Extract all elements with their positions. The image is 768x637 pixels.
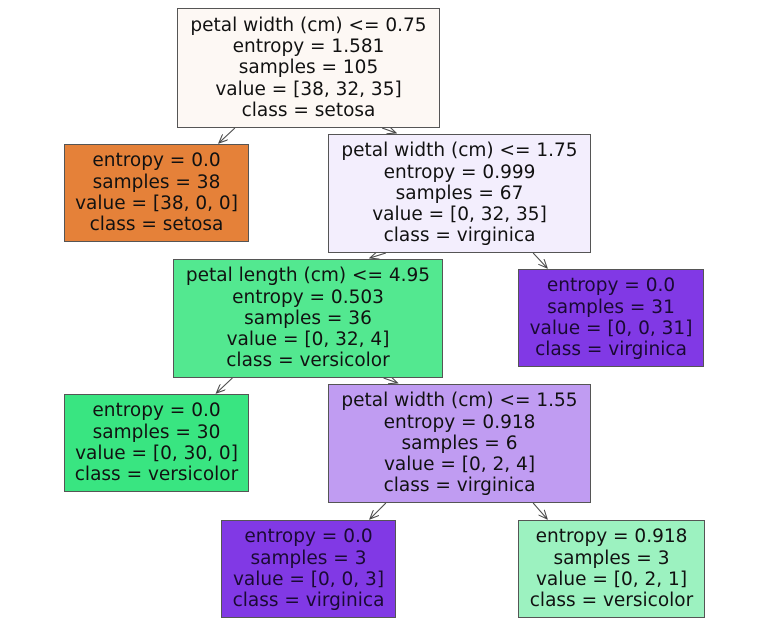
tree-node-n7: entropy = 0.0 samples = 3 value = [0, 0, 3…	[221, 520, 396, 618]
node-line: value = [38, 0, 0]	[75, 193, 238, 214]
node-line: class = virginica	[383, 475, 536, 497]
node-line: entropy = 0.999	[383, 161, 536, 183]
node-line: samples = 105	[238, 57, 379, 79]
edge-arrow	[370, 253, 387, 258]
node-line: class = virginica	[232, 590, 385, 612]
node-line: class = versicolor	[226, 350, 390, 372]
node-line: entropy = 0.918	[535, 526, 688, 548]
node-line: class = versicolor	[529, 590, 694, 612]
tree-node-n4: entropy = 0.0 samples = 31 value = [0, 0, …	[518, 269, 704, 367]
node-line: petal width (cm) <= 0.75	[190, 14, 427, 36]
edge-arrow	[216, 377, 233, 393]
node-line: entropy = 0.503	[232, 286, 384, 308]
node-line: samples = 67	[395, 182, 524, 204]
edge-arrow	[381, 128, 396, 133]
node-line: petal width (cm) <= 1.55	[341, 390, 578, 412]
node-line: samples = 3	[553, 547, 670, 569]
tree-node-n5: entropy = 0.0 samples = 30 value = [0, 30,…	[64, 394, 249, 492]
tree-node-n6: petal width (cm) <= 1.55 entropy = 0.918 s…	[328, 384, 591, 503]
node-line: class = virginica	[535, 339, 687, 361]
node-line: entropy = 1.581	[232, 36, 385, 58]
tree-node-n3: petal length (cm) <= 4.95 entropy = 0.503…	[173, 259, 443, 378]
tree-node-n8: entropy = 0.918 samples = 3 value = [0, 2,…	[518, 520, 705, 618]
node-line: samples = 31	[547, 296, 675, 318]
node-line: class = setosa	[241, 99, 376, 121]
node-line: entropy = 0.0	[244, 526, 373, 548]
edge-arrow	[532, 252, 547, 268]
node-line: value = [0, 0, 31]	[529, 318, 693, 339]
node-line: value = [38, 32, 35]	[215, 78, 402, 100]
node-line: value = [0, 32, 4]	[226, 329, 390, 351]
node-line: class = virginica	[383, 225, 536, 247]
node-line: petal width (cm) <= 1.75	[341, 140, 578, 162]
node-line: samples = 3	[250, 547, 367, 569]
edge-arrow	[370, 502, 387, 519]
node-line: samples = 30	[92, 421, 221, 443]
node-line: value = [0, 2, 1]	[535, 569, 688, 590]
node-line: entropy = 0.0	[92, 400, 221, 422]
node-line: samples = 6	[401, 432, 518, 454]
node-line: petal length (cm) <= 4.95	[185, 265, 431, 287]
node-line: samples = 36	[244, 307, 372, 329]
node-line: entropy = 0.918	[383, 411, 536, 433]
node-line: class = versicolor	[74, 464, 239, 486]
tree-node-n2: petal width (cm) <= 1.75 entropy = 0.999 s…	[328, 134, 591, 253]
node-line: samples = 38	[92, 171, 221, 193]
tree-node-n0: petal width (cm) <= 0.75 entropy = 1.581 s…	[177, 8, 440, 128]
node-line: entropy = 0.0	[546, 275, 676, 297]
edge-arrow	[219, 127, 236, 143]
node-line: value = [0, 32, 35]	[372, 204, 547, 226]
node-line: value = [0, 0, 3]	[232, 569, 385, 590]
node-line: value = [0, 2, 4]	[383, 454, 536, 476]
node-line: entropy = 0.0	[92, 150, 221, 172]
edge-arrow	[383, 378, 398, 383]
node-line: value = [0, 30, 0]	[75, 443, 238, 464]
tree-node-n1: entropy = 0.0 samples = 38 value = [38, 0,…	[64, 144, 249, 242]
node-line: class = setosa	[89, 214, 224, 236]
edge-arrow	[532, 502, 547, 519]
